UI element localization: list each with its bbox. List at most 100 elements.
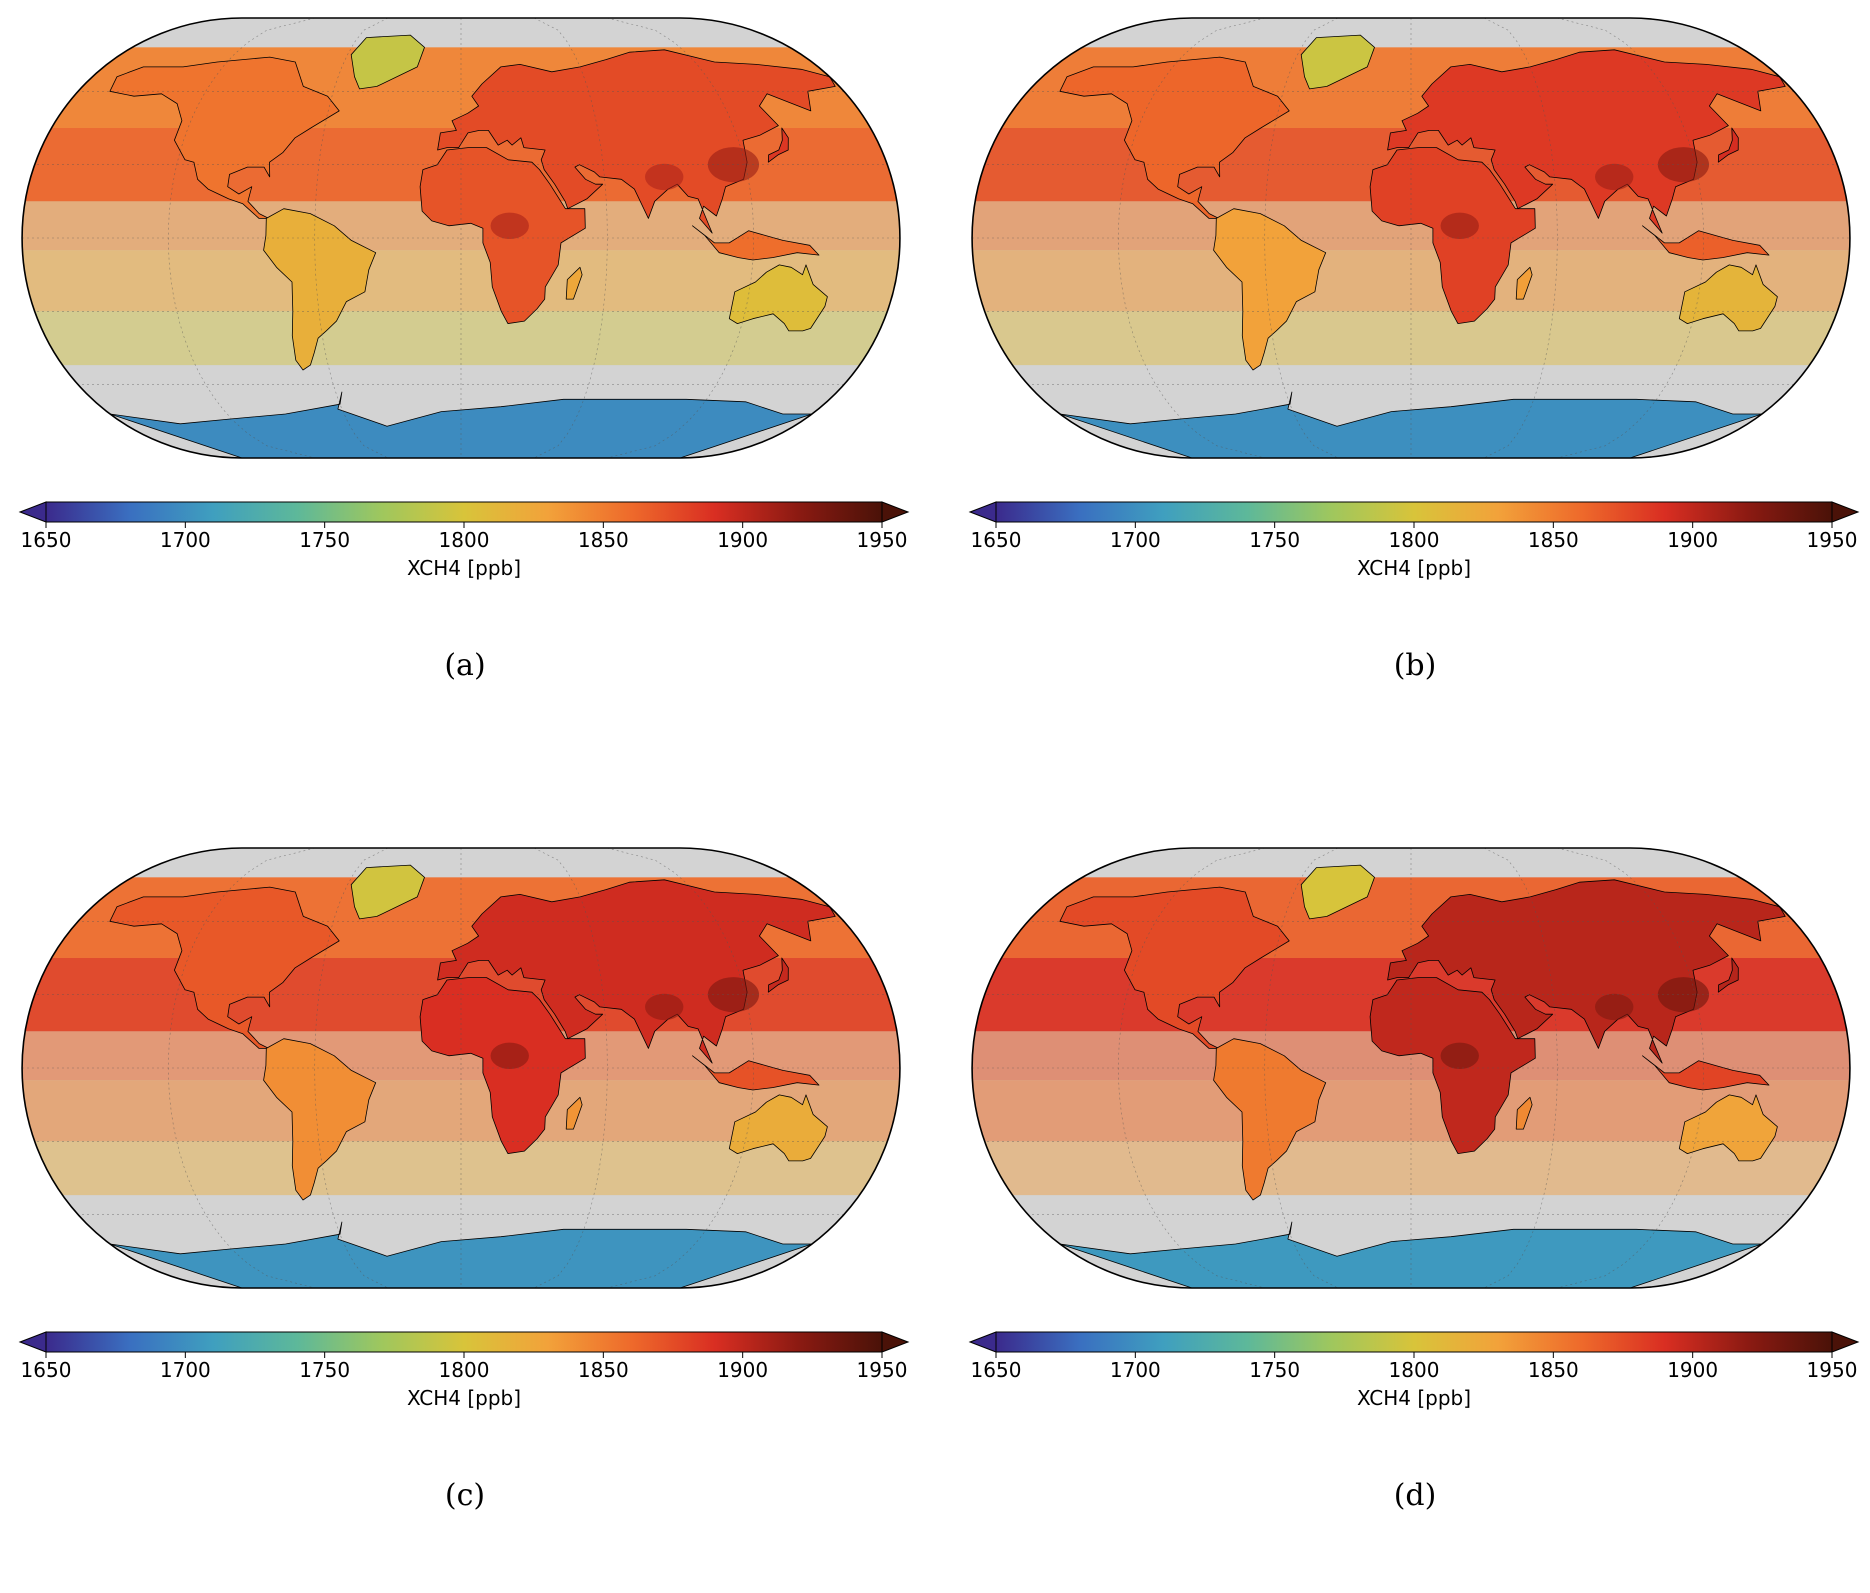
map-canvas	[18, 17, 910, 528]
map-canvas	[968, 847, 1860, 1358]
colorbar-extend-max	[881, 501, 910, 523]
colorbar-label: XCH4 [ppb]	[406, 556, 522, 580]
emission-hotspot	[1595, 163, 1634, 191]
map-panel-d: 1650 1700 1750 1800 1850 1900 1950 XCH4 [ppb] (d…	[950, 830, 1870, 1593]
coastline-indonesia	[1642, 1055, 1770, 1091]
coastline-madagascar	[565, 1096, 583, 1130]
coastline-madagascar	[565, 266, 583, 300]
coastline-australia	[728, 264, 828, 332]
colorbar-tick-label: 1900	[1667, 1358, 1719, 1382]
colorbar-tick-label: 1800	[1388, 528, 1440, 552]
map-boundary	[971, 17, 1851, 459]
map-data-layer	[22, 848, 900, 1288]
map-data-layer	[972, 18, 1850, 458]
map-boundary	[21, 17, 901, 459]
gridline-longitude	[533, 18, 608, 458]
gridline-longitude	[1117, 848, 1266, 1288]
colorbar-tick-label: 1650	[20, 1358, 72, 1382]
map-canvas	[18, 847, 910, 1358]
map-boundary	[21, 847, 901, 1289]
colorbar-tick-label: 1900	[1667, 528, 1719, 552]
coastline-australia	[1678, 1094, 1778, 1162]
colorbar-tick-label: 1700	[159, 528, 211, 552]
colorbar-extend-min	[18, 1331, 47, 1353]
emission-hotspot	[1440, 1042, 1479, 1069]
colorbar-tick-label: 1950	[1806, 1358, 1858, 1382]
colorbar	[18, 1331, 910, 1358]
coastline-greenland	[1300, 864, 1375, 920]
map-panel-c: 1650 1700 1750 1800 1850 1900 1950 XCH4 [ppb] (c…	[0, 830, 935, 1593]
colorbar	[968, 1331, 1860, 1358]
colorbar-tick-label: 1800	[438, 1358, 490, 1382]
map-data-layer	[972, 848, 1850, 1288]
colorbar-tick-label: 1750	[299, 528, 351, 552]
gridline-longitude	[1264, 848, 1339, 1288]
panel-caption: (a)	[444, 648, 486, 683]
coastline-europe-asia	[437, 49, 836, 234]
colorbar-tick-label: 1800	[438, 528, 490, 552]
gridline-longitude	[1556, 18, 1705, 458]
colorbar-tick-label: 1850	[1527, 528, 1579, 552]
coastline-japan	[767, 957, 789, 993]
colorbar-extend-min	[968, 1331, 997, 1353]
coastline-japan	[1717, 957, 1739, 993]
colorbar-gradient	[995, 1331, 1833, 1353]
coastline-south-america	[1213, 208, 1327, 371]
emission-hotspot	[1595, 993, 1634, 1021]
colorbar-tick-label: 1950	[856, 1358, 908, 1382]
colorbar-extend-min	[968, 501, 997, 523]
colorbar-tick-label: 1700	[159, 1358, 211, 1382]
gridline-longitude	[606, 848, 755, 1288]
gridline-longitude	[533, 848, 608, 1288]
colorbar-tick-label: 1800	[1388, 1358, 1440, 1382]
emission-hotspot	[1440, 212, 1479, 239]
colorbar-tick-label: 1950	[1806, 528, 1858, 552]
emission-hotspot	[645, 163, 684, 191]
colorbar-tick-label: 1850	[577, 528, 629, 552]
coastline-japan	[1717, 127, 1739, 163]
map-boundary	[971, 847, 1851, 1289]
colorbar-label: XCH4 [ppb]	[1356, 1386, 1472, 1410]
map-panel-b: 1650 1700 1750 1800 1850 1900 1950 XCH4 [ppb] (b…	[950, 0, 1870, 763]
coastline-north-america	[109, 56, 340, 219]
coastline-japan	[767, 127, 789, 163]
colorbar-tick-label: 1900	[717, 1358, 769, 1382]
panel-caption: (d)	[1393, 1478, 1437, 1513]
colorbar	[18, 501, 910, 528]
panel-caption: (b)	[1393, 648, 1437, 683]
emission-hotspot	[490, 212, 529, 239]
colorbar-label: XCH4 [ppb]	[1356, 556, 1472, 580]
colorbar-tick-label: 1750	[1249, 1358, 1301, 1382]
colorbar-gradient	[995, 501, 1833, 523]
gridline-longitude	[1483, 18, 1558, 458]
gridline-longitude	[1117, 18, 1266, 458]
emission-hotspot	[645, 993, 684, 1021]
coastline-south-america	[263, 1038, 377, 1201]
colorbar-tick-label: 1700	[1109, 1358, 1161, 1382]
emission-hotspot	[490, 1042, 529, 1069]
coastline-australia	[728, 1094, 828, 1162]
coastline-north-america	[1059, 886, 1290, 1049]
colorbar	[968, 501, 1860, 528]
map-data-layer	[22, 18, 900, 458]
gridline-longitude	[1556, 848, 1705, 1288]
map-panel-a: 1650 1700 1750 1800 1850 1900 1950 XCH4 [ppb] (a…	[0, 0, 935, 763]
gridline-longitude	[1264, 18, 1339, 458]
coastline-greenland	[350, 34, 425, 90]
colorbar-tick-label: 1650	[20, 528, 72, 552]
panel-caption: (c)	[444, 1478, 486, 1513]
colorbar-extend-max	[1831, 1331, 1860, 1353]
gridline-longitude	[167, 848, 316, 1288]
map-canvas	[968, 17, 1860, 528]
coastline-greenland	[350, 864, 425, 920]
colorbar-tick-label: 1750	[299, 1358, 351, 1382]
colorbar-extend-max	[881, 1331, 910, 1353]
gridline-longitude	[314, 18, 389, 458]
coastline-north-america	[109, 886, 340, 1049]
colorbar-extend-max	[1831, 501, 1860, 523]
colorbar-tick-label: 1650	[970, 1358, 1022, 1382]
coastline-madagascar	[1515, 266, 1533, 300]
colorbar-tick-label: 1750	[1249, 528, 1301, 552]
colorbar-tick-label: 1900	[717, 528, 769, 552]
coastline-north-america	[1059, 56, 1290, 219]
